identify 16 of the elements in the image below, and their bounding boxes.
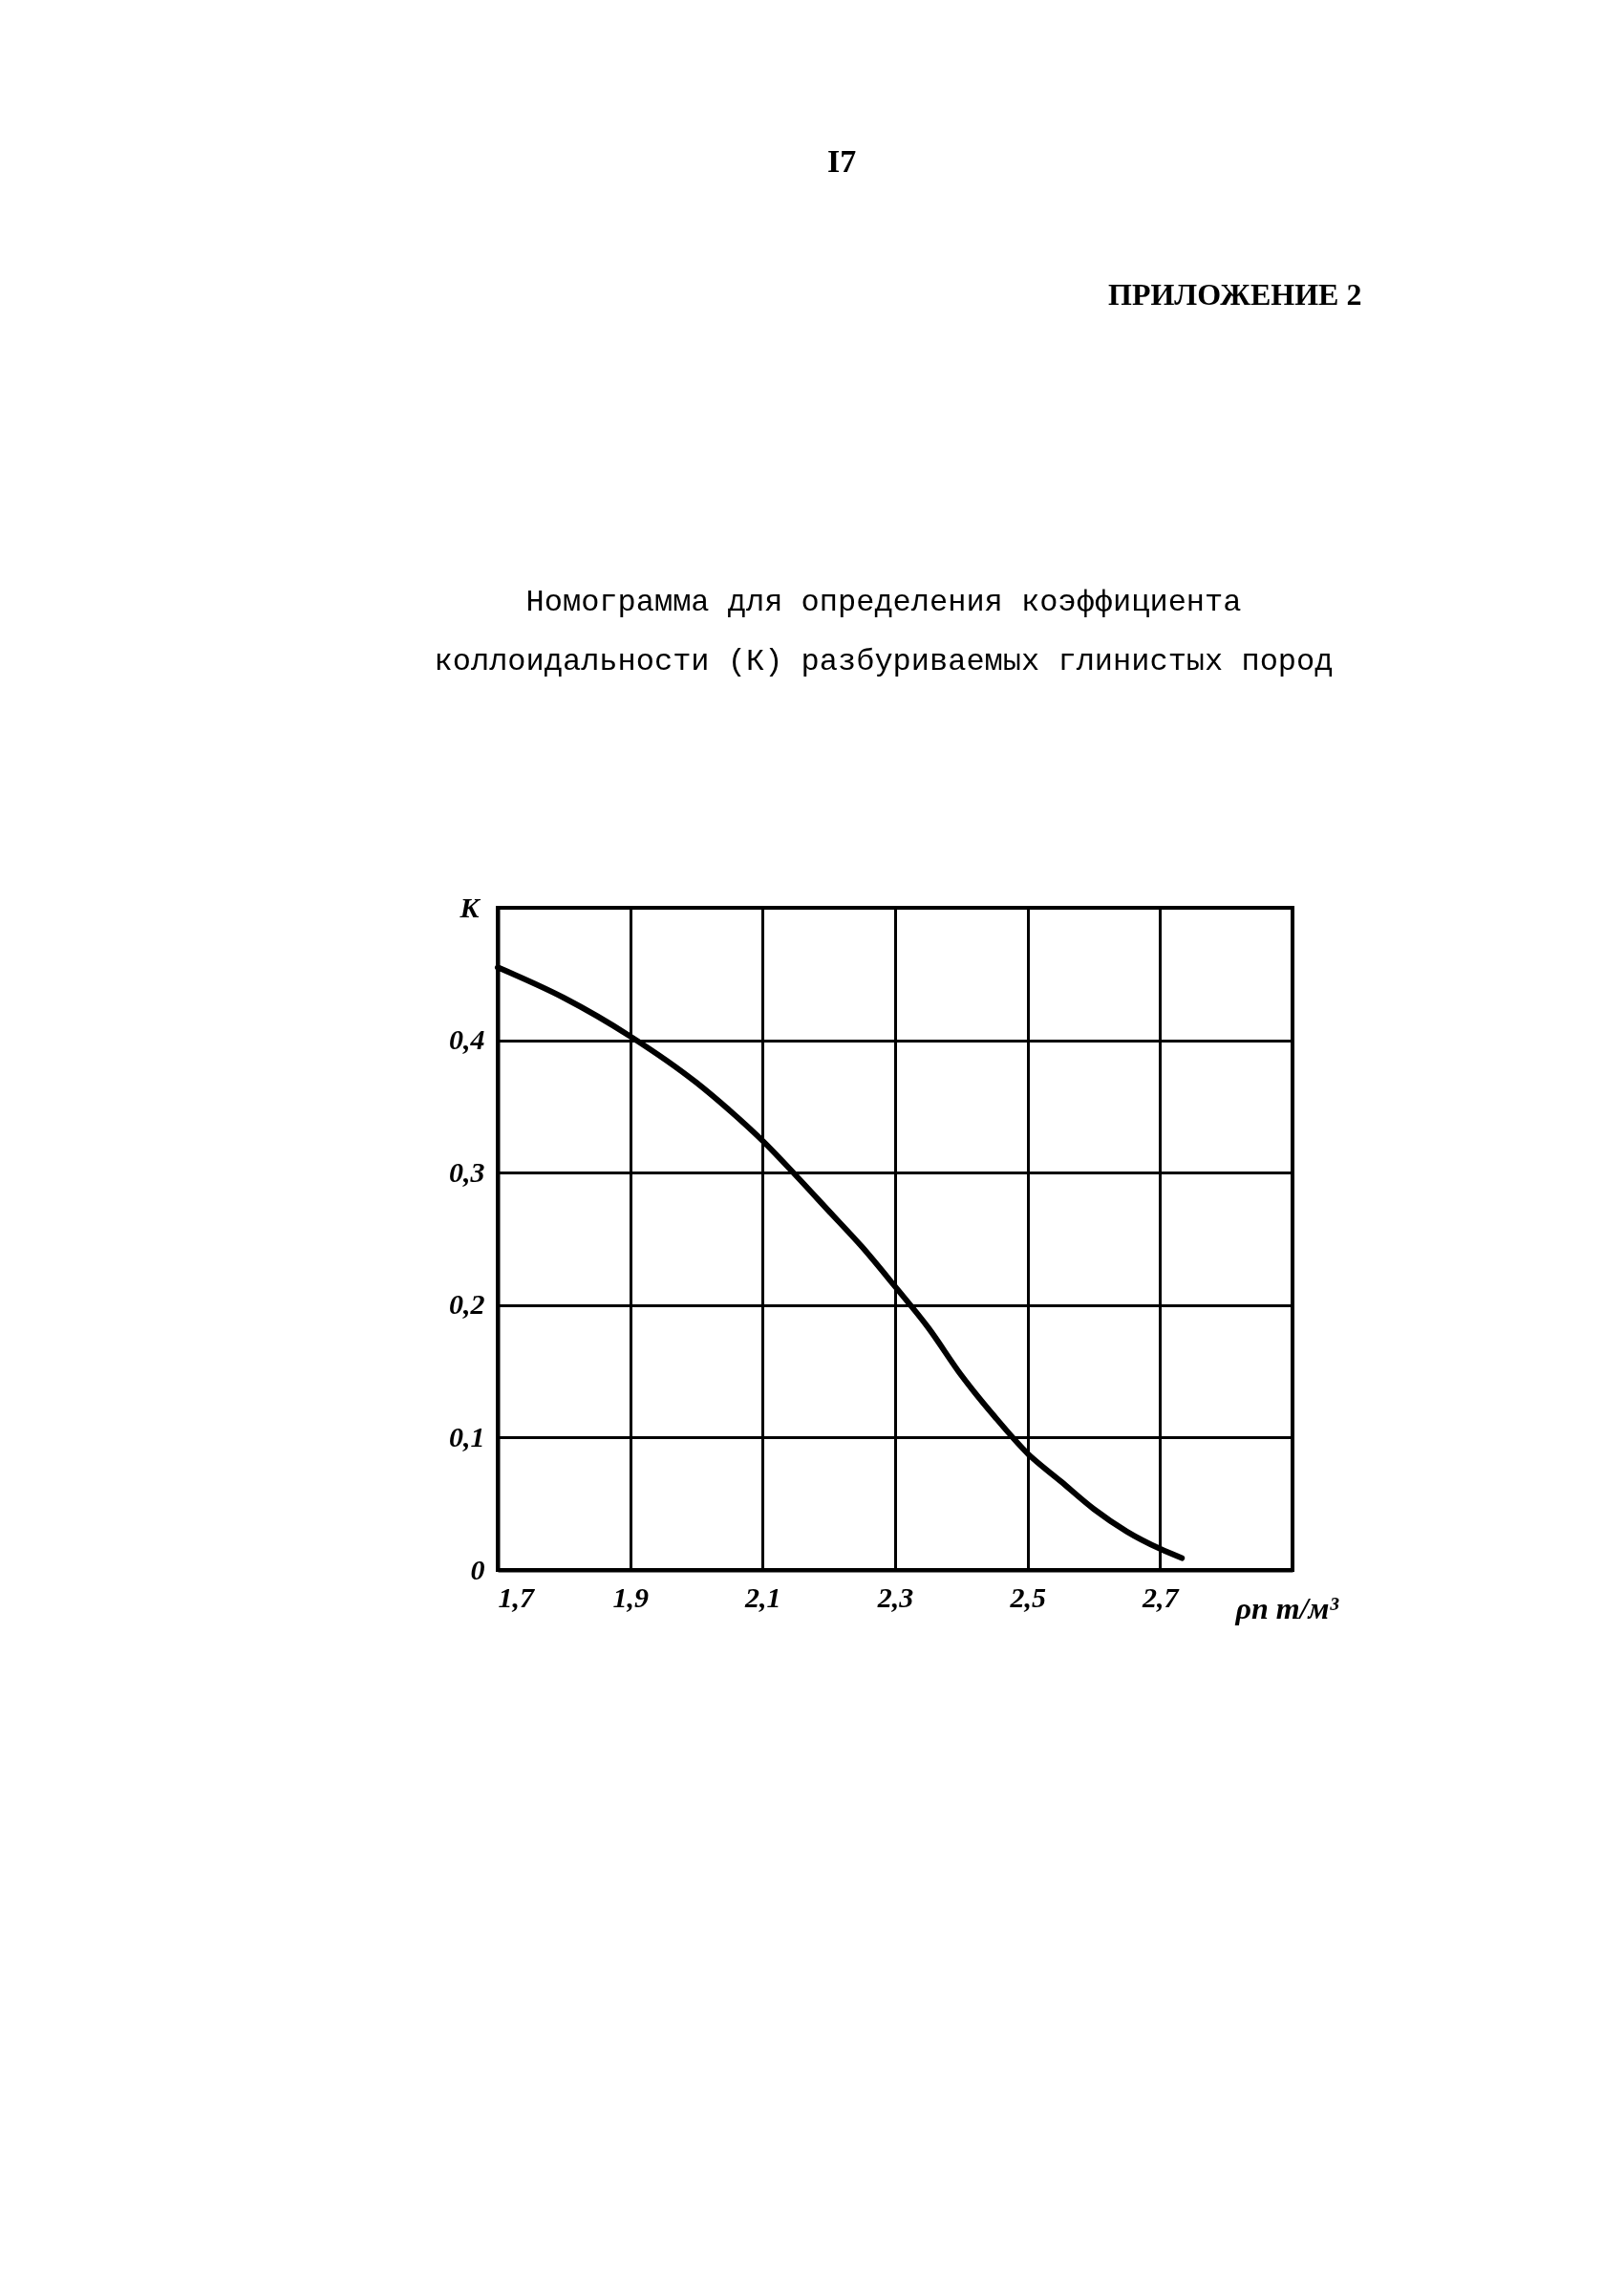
x-tick-label: 2,5 <box>1009 1580 1046 1613</box>
y-tick-label: 0,1 <box>449 1420 485 1452</box>
x-tick-label: 1,9 <box>612 1580 649 1613</box>
y-axis-title: K <box>459 891 481 923</box>
text: ПРИЛОЖЕНИЕ 2 <box>1108 277 1362 312</box>
text: I7 <box>827 143 857 180</box>
y-tick-label: 0 <box>470 1553 485 1585</box>
x-tick-label: 1,7 <box>498 1580 535 1613</box>
y-tick-label: 0,4 <box>449 1023 485 1056</box>
x-tick-label: 2,7 <box>1142 1580 1180 1613</box>
chart-title: Номограмма для определения коэффициента коллоидальности (К) разбуриваемых глинистых пород <box>433 584 1335 681</box>
x-tick-label: 2,3 <box>876 1580 914 1613</box>
x-axis-title: ρп т/м³ <box>1234 1590 1339 1625</box>
y-tick-label: 0,3 <box>449 1155 485 1188</box>
y-tick-label: 0,2 <box>449 1288 485 1321</box>
x-tick-label: 2,1 <box>744 1580 781 1613</box>
